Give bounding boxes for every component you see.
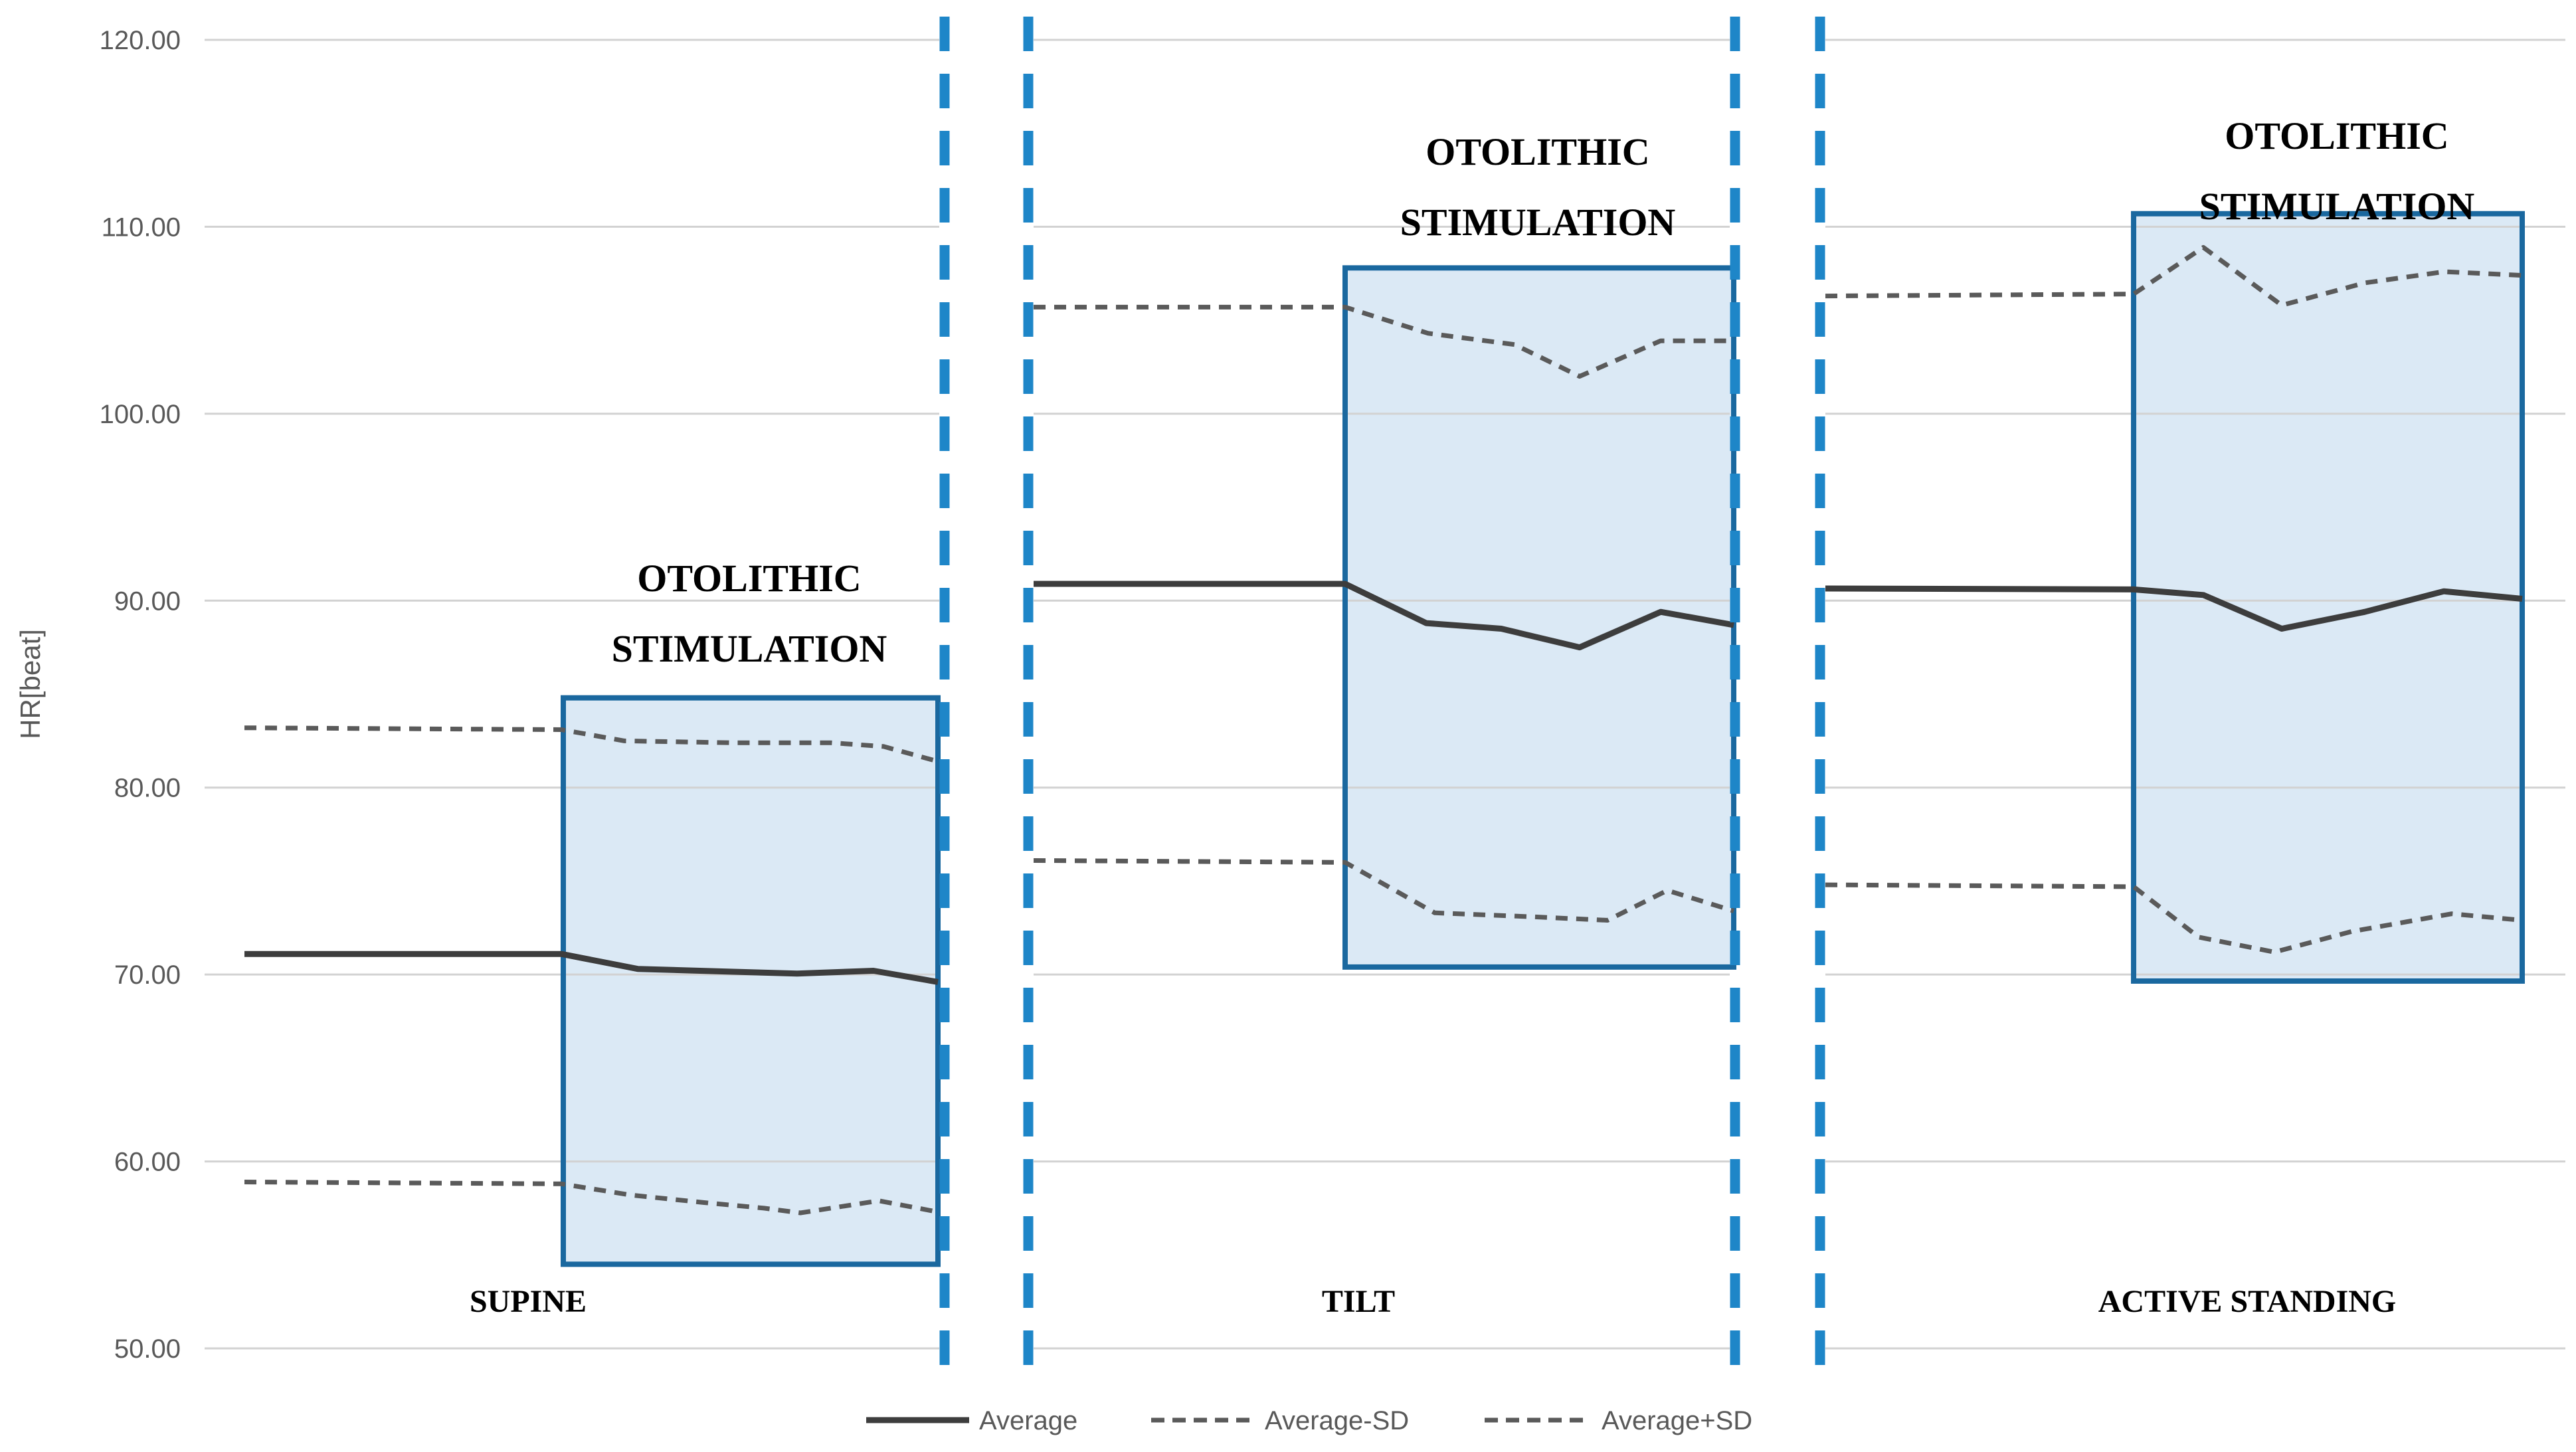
legend-label-average+sd: Average+SD xyxy=(1602,1406,1752,1435)
active-standing-average-line xyxy=(1825,585,2523,632)
supine-stimulation-box-fill xyxy=(563,697,938,1265)
legend-label-average: Average xyxy=(979,1406,1077,1435)
y-tick-label-80.00: 80.00 xyxy=(114,774,181,803)
y-tick-label-120.00: 120.00 xyxy=(100,26,181,55)
y-tick-label-100.00: 100.00 xyxy=(100,400,181,429)
tilt-average-line xyxy=(1034,581,1734,651)
active-standing-stimulation-title-line1: OTOLITHIC xyxy=(2225,114,2448,157)
y-tick-label-90.00: 90.00 xyxy=(114,587,181,616)
y-tick-label-50.00: 50.00 xyxy=(114,1334,181,1364)
tilt-stimulation-title-line1: OTOLITHIC xyxy=(1426,130,1649,173)
panel-label-supine: SUPINE xyxy=(470,1284,587,1319)
y-axis-title: HR[beat] xyxy=(15,629,46,739)
supine-stimulation-title-line1: OTOLITHIC xyxy=(637,557,861,600)
panel-label-active-standing: ACTIVE STANDING xyxy=(2098,1284,2397,1319)
panel-label-tilt: TILT xyxy=(1322,1284,1395,1319)
supine-average-plus-sd-line xyxy=(244,725,939,764)
tilt-stimulation-title-line2: STIMULATION xyxy=(1400,201,1676,244)
supine-average-minus-sd-line xyxy=(244,1180,939,1216)
supine-average-line xyxy=(244,951,939,985)
y-tick-label-60.00: 60.00 xyxy=(114,1148,181,1177)
legend-label-average-sd: Average-SD xyxy=(1265,1406,1409,1435)
active-standing-stimulation-box-fill xyxy=(2134,213,2522,981)
tilt-average-minus-sd-line xyxy=(1033,858,1735,923)
y-tick-label-110.00: 110.00 xyxy=(102,213,181,242)
tilt-average-plus-sd-line xyxy=(1034,304,1734,379)
active-standing-stimulation-title-line2: STIMULATION xyxy=(2199,185,2475,228)
y-tick-label-70.00: 70.00 xyxy=(114,960,181,990)
active-standing-average-minus-sd-line xyxy=(1825,882,2523,954)
supine-stimulation-title-line2: STIMULATION xyxy=(612,627,887,670)
